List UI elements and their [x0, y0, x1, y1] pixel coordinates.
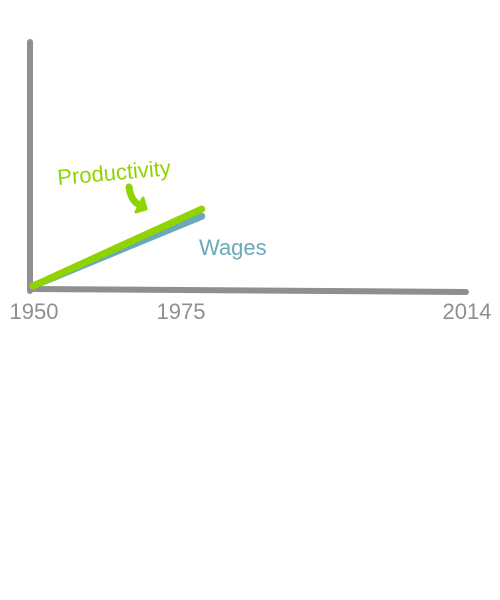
productivity-label: Productivity	[56, 155, 171, 190]
wages-label: Wages	[199, 235, 267, 260]
productivity-arrowhead-icon	[134, 196, 148, 214]
productivity-arrow-icon	[125, 183, 144, 209]
x-tick-label-2014: 2014	[443, 299, 492, 324]
x-tick-label-1975: 1975	[157, 299, 206, 324]
series-layer	[29, 205, 206, 290]
series-line-productivity	[29, 205, 206, 290]
x-tick-labels: 1950 1975 2014	[10, 299, 492, 324]
x-axis	[27, 286, 469, 295]
x-tick-label-1950: 1950	[10, 299, 59, 324]
